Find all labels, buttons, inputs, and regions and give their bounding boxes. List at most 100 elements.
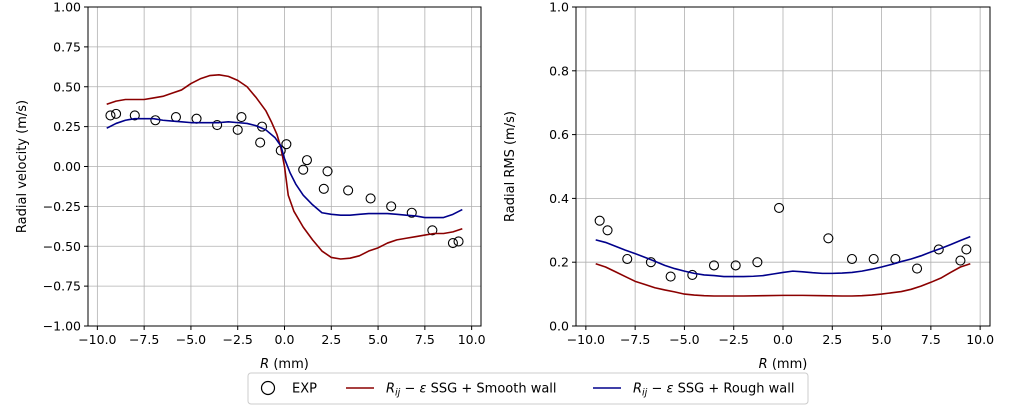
radial-rms-exp-marker xyxy=(752,257,763,268)
radial-velocity-x-axis-label: R (mm) xyxy=(260,357,309,372)
radial-velocity-exp-marker xyxy=(322,166,333,177)
radial-velocity-exp-marker xyxy=(386,201,397,212)
radial-rms-exp-marker xyxy=(774,202,785,214)
radial-rms-smooth-wall-line xyxy=(595,263,971,297)
radial-rms-exp-marker xyxy=(622,253,633,265)
legend: EXP Rij − ε SSG + Smooth wall Rij − ε SS… xyxy=(247,372,809,405)
radial-velocity-exp-marker xyxy=(212,119,223,131)
radial-rms-exp-marker xyxy=(912,263,923,274)
radial-velocity-y-tick-label: −1.00 xyxy=(43,319,81,334)
legend-smooth-wall-text: SSG + Smooth wall xyxy=(427,382,557,397)
radial-rms-rough-wall-line xyxy=(595,235,971,278)
radial-velocity-x-tick-label: −7.5 xyxy=(129,332,159,347)
radial-rms-exp-marker xyxy=(823,233,834,244)
radial-rms-exp-marker xyxy=(955,255,966,266)
radial-velocity-x-tick-label: −10.0 xyxy=(78,332,116,347)
radial-rms-y-axis-label: Radial RMS (m/s) xyxy=(503,111,518,222)
radial-velocity-panel: −10.0 −7.5 −5.0 −2.5 0.0 2.5 5.0 7.5 10.0 −1.00 −0… xyxy=(15,0,486,372)
radial-velocity-y-tick-label: 0.25 xyxy=(53,119,81,134)
radial-rms-exp-marker xyxy=(868,253,879,265)
radial-rms-y-tick-label: 0.0 xyxy=(549,319,569,334)
radial-velocity-exp-marker xyxy=(453,236,464,247)
legend-exp-marker-icon xyxy=(260,380,276,396)
radial-velocity-exp-marker xyxy=(318,183,329,194)
radial-rms-exp-marker xyxy=(961,244,972,255)
radial-velocity-exp-marker xyxy=(427,225,438,236)
radial-velocity-exp-marker xyxy=(343,185,354,196)
legend-smooth-wall-subscript: ij xyxy=(395,388,401,399)
radial-velocity-y-tick-label: −0.25 xyxy=(43,199,81,214)
radial-velocity-y-tick-label: 0.00 xyxy=(53,159,81,174)
legend-smooth-wall-symbol: R xyxy=(386,382,395,397)
radial-rms-ticks: −10.0 −7.5 −5.0 −2.5 0.0 2.5 5.0 7.5 10.0 0.0 0.2 0… xyxy=(549,0,994,347)
legend-box xyxy=(247,372,809,405)
radial-rms-x-tick-label: 5.0 xyxy=(872,332,892,347)
radial-rms-y-tick-label: 1.0 xyxy=(549,0,569,15)
radial-velocity-exp-marker xyxy=(281,139,292,150)
legend-exp-label: EXP xyxy=(292,382,317,397)
radial-velocity-x-tick-label: 7.5 xyxy=(415,332,435,347)
radial-rms-x-tick-label: 0.0 xyxy=(773,332,793,347)
radial-velocity-exp-marker xyxy=(105,110,116,121)
radial-velocity-exp-marker xyxy=(255,137,266,148)
radial-rms-exp-marker xyxy=(708,260,720,271)
radial-rms-exp-marker xyxy=(846,253,858,265)
radial-velocity-exp-marker xyxy=(365,193,376,204)
radial-rms-series xyxy=(594,202,972,297)
legend-rough-wall-subscript: ij xyxy=(642,388,648,399)
radial-rms-x-tick-label: −10.0 xyxy=(567,332,605,347)
radial-velocity-exp-marker xyxy=(298,164,309,175)
radial-velocity-exp-marker xyxy=(447,238,458,249)
radial-rms-x-tick-label: −2.5 xyxy=(719,332,749,347)
legend-smooth-wall-label: Rij − ε SSG + Smooth wall xyxy=(386,382,557,399)
radial-rms-x-axis-unit: (mm) xyxy=(768,357,808,372)
radial-velocity-exp-marker xyxy=(236,112,247,123)
radial-velocity-exp-marker xyxy=(111,108,122,119)
legend-rough-wall-minus: − xyxy=(647,382,666,397)
radial-rms-x-axis-symbol: R xyxy=(759,357,768,372)
radial-rms-x-tick-label: −7.5 xyxy=(620,332,650,347)
radial-velocity-ticks: −10.0 −7.5 −5.0 −2.5 0.0 2.5 5.0 7.5 10.0 −1.00 −0… xyxy=(43,0,486,347)
radial-velocity-rough-wall-line xyxy=(106,117,463,219)
radial-velocity-series xyxy=(105,73,464,260)
radial-velocity-x-axis-unit: (mm) xyxy=(269,357,309,372)
radial-velocity-exp-marker xyxy=(406,207,417,218)
radial-rms-exp-marker xyxy=(933,244,944,255)
radial-rms-exp-marker xyxy=(687,269,698,281)
radial-velocity-exp-marker xyxy=(232,124,243,135)
radial-rms-exp-marker xyxy=(730,260,741,271)
radial-velocity-y-tick-label: −0.75 xyxy=(43,279,81,294)
radial-rms-y-tick-label: 0.8 xyxy=(549,63,569,78)
radial-rms-exp-marker xyxy=(665,271,676,282)
radial-rms-x-tick-label: 7.5 xyxy=(921,332,941,347)
radial-velocity-y-tick-label: −0.50 xyxy=(43,239,81,254)
radial-velocity-x-tick-label: 10.0 xyxy=(458,332,486,347)
legend-rough-wall-epsilon: ε xyxy=(667,382,674,397)
legend-smooth-wall-epsilon: ε xyxy=(420,382,427,397)
radial-rms-panel: −10.0 −7.5 −5.0 −2.5 0.0 2.5 5.0 7.5 10.0 0.0 0.2 0… xyxy=(503,0,994,372)
radial-velocity-exp-marker xyxy=(129,110,140,121)
radial-velocity-x-tick-label: −5.0 xyxy=(176,332,206,347)
radial-rms-x-tick-label: 10.0 xyxy=(966,332,994,347)
radial-velocity-x-tick-label: 0.0 xyxy=(275,332,295,347)
legend-rough-wall-label: Rij − ε SSG + Rough wall xyxy=(633,382,795,399)
radial-velocity-x-tick-label: −2.5 xyxy=(223,332,253,347)
radial-velocity-y-tick-label: 0.50 xyxy=(53,79,81,94)
radial-velocity-exp-marker xyxy=(301,155,313,166)
radial-velocity-y-tick-label: 0.75 xyxy=(53,39,81,54)
radial-rms-y-tick-label: 0.6 xyxy=(549,127,569,142)
radial-rms-y-tick-label: 0.2 xyxy=(549,255,569,270)
radial-rms-x-axis-label: R (mm) xyxy=(759,357,808,372)
legend-smooth-wall-minus: − xyxy=(400,382,419,397)
radial-rms-exp-marker xyxy=(594,215,605,226)
radial-rms-exp-marker xyxy=(602,225,613,236)
radial-velocity-smooth-wall-line xyxy=(106,73,463,260)
radial-velocity-y-axis-label: Radial velocity (m/s) xyxy=(15,100,30,233)
legend-rough-wall-symbol: R xyxy=(633,382,642,397)
radial-rms-y-tick-label: 0.4 xyxy=(549,191,569,206)
radial-rms-x-tick-label: −5.0 xyxy=(669,332,699,347)
radial-velocity-x-tick-label: 2.5 xyxy=(321,332,341,347)
radial-velocity-y-tick-label: 1.00 xyxy=(53,0,81,15)
